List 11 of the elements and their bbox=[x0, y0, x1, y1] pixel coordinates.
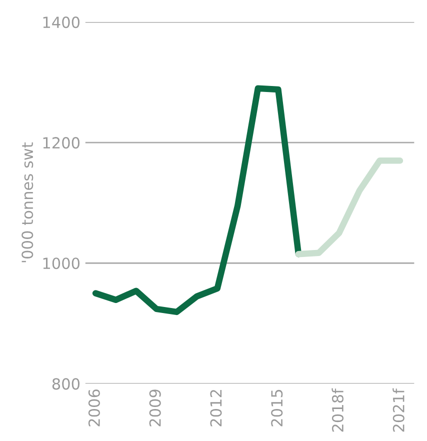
x-tick-label: 2006 bbox=[88, 389, 100, 426]
y-tick-label: 1200 bbox=[43, 137, 80, 149]
x-tick-label: 2012 bbox=[210, 390, 222, 426]
x-tick-label: 2009 bbox=[149, 390, 161, 426]
x-tick-label: 2018f bbox=[332, 388, 344, 432]
x-tick-label: 2015 bbox=[271, 390, 283, 426]
y-tick-label: 1400 bbox=[43, 16, 80, 28]
x-tick-label: 2021f bbox=[392, 388, 404, 432]
y-axis-title: '000 tonnes swt bbox=[22, 142, 34, 262]
y-tick-label: 800 bbox=[52, 378, 80, 390]
y-tick-label: 1000 bbox=[43, 258, 80, 270]
